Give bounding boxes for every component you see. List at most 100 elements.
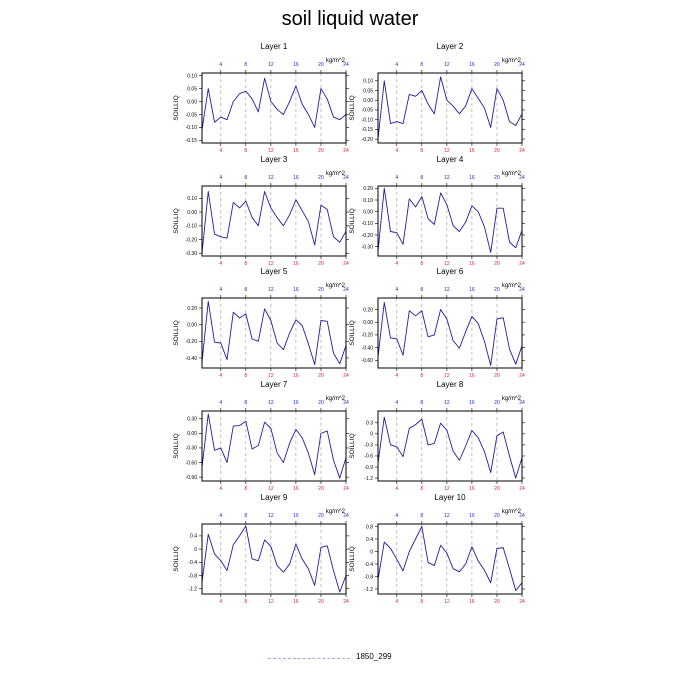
panel-4-ylabel: SOILLIQ xyxy=(349,208,356,233)
panel-1-units: kg/m^2 xyxy=(326,58,346,64)
panel-3-ytick-label: -0.30 xyxy=(186,251,198,257)
panel-2-ylabel: SOILLIQ xyxy=(349,95,356,120)
panel-4-ytick-label: -0.20 xyxy=(362,233,374,239)
panel-7-xtick-label-bottom: 12 xyxy=(268,486,274,492)
panel-5-xtick-label-top: 8 xyxy=(244,287,247,293)
panel-3-ytick-label: 0.00 xyxy=(187,210,197,216)
panel-2-ytick-label: 0.05 xyxy=(363,88,373,94)
panel-7-ylabel: SOILLIQ xyxy=(173,433,180,458)
panel-5-xtick-label-bottom: 12 xyxy=(268,373,274,379)
panel-3-xtick-label-bottom: 20 xyxy=(318,261,324,267)
panel-8-xtick-label-bottom: 12 xyxy=(444,486,450,492)
panel-3-series-line xyxy=(201,191,347,254)
panel-4-xtick-label-top: 24 xyxy=(519,175,525,181)
panel-8-xtick-label-bottom: 24 xyxy=(519,486,525,492)
panel-8: Layer 8 kg/m^2 SOILLIQ 4 4 8 8 12 12 16 16 20 20 24 24… xyxy=(349,380,525,492)
panel-9: Layer 9 kg/m^2 SOILLIQ 4 4 8 8 12 12 16 16 20 20 24 24… xyxy=(173,493,349,605)
panel-3-xtick-label-top: 20 xyxy=(318,175,324,181)
panel-3-xtick-label-top: 16 xyxy=(293,175,299,181)
panel-6-units: kg/m^2 xyxy=(502,283,522,289)
panel-2-ytick-label: -0.15 xyxy=(362,127,374,133)
panel-2-xtick-label-top: 12 xyxy=(444,62,450,68)
panel-1-ytick-label: -0.15 xyxy=(186,138,198,144)
panel-7-frame xyxy=(201,410,347,482)
panel-5-xtick-label-top: 12 xyxy=(268,287,274,293)
panel-7-xtick-label-bottom: 8 xyxy=(244,486,247,492)
panel-9-ytick-label: -1.2 xyxy=(188,587,197,593)
panel-10: Layer 10 kg/m^2 SOILLIQ 4 4 8 8 12 12 16 16 20 20 24 2… xyxy=(349,493,525,605)
panel-9-xtick-label-top: 16 xyxy=(293,513,299,519)
panel-3-xtick-label-top: 24 xyxy=(343,175,349,181)
panel-5-ytick-label: 0.20 xyxy=(187,306,197,312)
panel-3: Layer 3 kg/m^2 SOILLIQ 4 4 8 8 12 12 16 16 20 20 24 24… xyxy=(173,155,349,267)
panel-2-xtick-label-top: 16 xyxy=(469,62,475,68)
panel-3-frame xyxy=(201,185,347,257)
panel-9-ytick-label: 0.4 xyxy=(190,534,197,540)
panel-6-xtick-label-bottom: 16 xyxy=(469,373,475,379)
panel-7-ytick-label: -0.30 xyxy=(186,446,198,452)
panel-9-frame xyxy=(201,523,347,595)
panel-5: Layer 5 kg/m^2 SOILLIQ 4 4 8 8 12 12 16 16 20 20 24 24… xyxy=(173,267,349,379)
panel-9-xtick-label-bottom: 20 xyxy=(318,599,324,605)
panel-9-series-line xyxy=(201,525,347,593)
panel-8-xtick-label-bottom: 16 xyxy=(469,486,475,492)
panel-1: Layer 1 kg/m^2 SOILLIQ 4 4 8 8 12 12 16 16 20 20 24 24… xyxy=(173,42,349,154)
panel-10-xtick-label-top: 16 xyxy=(469,513,475,519)
panel-6-xtick-label-bottom: 12 xyxy=(444,373,450,379)
panel-2-frame xyxy=(377,72,523,144)
panel-2-xtick-label-bottom: 20 xyxy=(494,148,500,154)
panel-1-xtick-label-top: 12 xyxy=(268,62,274,68)
panel-8-xtick-label-bottom: 4 xyxy=(395,486,398,492)
panel-2-xtick-label-top: 24 xyxy=(519,62,525,68)
panel-4-units: kg/m^2 xyxy=(502,171,522,177)
panel-6-xtick-label-top: 4 xyxy=(395,287,398,293)
panel-2-ytick-label: 0.10 xyxy=(363,79,373,85)
panel-9-ytick-label: -0.4 xyxy=(188,560,197,566)
panel-1-xtick-label-top: 8 xyxy=(244,62,247,68)
panel-9-ylabel: SOILLIQ xyxy=(173,546,180,571)
panel-5-title: Layer 5 xyxy=(261,267,288,276)
panel-9-xtick-label-bottom: 24 xyxy=(343,599,349,605)
panel-10-title: Layer 10 xyxy=(434,493,466,502)
panel-5-series-line xyxy=(201,300,347,366)
panel-6-series-line xyxy=(377,302,523,366)
panel-9-title: Layer 9 xyxy=(261,493,288,502)
panel-4-xtick-label-bottom: 12 xyxy=(444,261,450,267)
panel-9-units: kg/m^2 xyxy=(326,509,346,515)
panel-6-xtick-label-top: 16 xyxy=(469,287,475,293)
panel-8-xtick-label-bottom: 20 xyxy=(494,486,500,492)
panel-6-ytick-label: 0.20 xyxy=(363,307,373,313)
panel-4-xtick-label-top: 20 xyxy=(494,175,500,181)
panel-2: Layer 2 kg/m^2 SOILLIQ 4 4 8 8 12 12 16 16 20 20 24 24… xyxy=(349,42,525,154)
panel-10-ytick-label: 0.8 xyxy=(366,524,373,530)
panel-10-xtick-label-bottom: 20 xyxy=(494,599,500,605)
panel-8-ytick-label: -0.9 xyxy=(364,465,373,471)
panel-3-ytick-label: -0.10 xyxy=(186,224,198,230)
panel-8-ytick-label: -0.3 xyxy=(364,443,373,449)
panel-4-xtick-label-bottom: 16 xyxy=(469,261,475,267)
panel-8-series-line xyxy=(377,416,523,479)
panel-10-xtick-label-top: 12 xyxy=(444,513,450,519)
panel-4-xtick-label-top: 16 xyxy=(469,175,475,181)
panel-6-xtick-label-top: 12 xyxy=(444,287,450,293)
panel-6-ytick-label: -0.20 xyxy=(362,333,374,339)
panel-6-xtick-label-bottom: 4 xyxy=(395,373,398,379)
panel-4-frame xyxy=(377,185,523,257)
panel-4-xtick-label-bottom: 8 xyxy=(420,261,423,267)
panel-10-xtick-label-top: 4 xyxy=(395,513,398,519)
panel-9-xtick-label-top: 8 xyxy=(244,513,247,519)
panel-8-ytick-label: -1.2 xyxy=(364,476,373,482)
panel-4: Layer 4 kg/m^2 SOILLIQ 4 4 8 8 12 12 16 16 20 20 24 24… xyxy=(349,155,525,267)
panel-1-series-line xyxy=(201,77,347,131)
panel-1-xtick-label-bottom: 16 xyxy=(293,148,299,154)
panel-3-xtick-label-bottom: 12 xyxy=(268,261,274,267)
panel-1-xtick-label-bottom: 24 xyxy=(343,148,349,154)
panel-2-units: kg/m^2 xyxy=(502,58,522,64)
panel-7-xtick-label-bottom: 20 xyxy=(318,486,324,492)
panel-8-ytick-label: 0.3 xyxy=(366,421,373,427)
panel-6-xtick-label-top: 20 xyxy=(494,287,500,293)
panel-10-xtick-label-bottom: 8 xyxy=(420,599,423,605)
panel-3-ytick-label: 0.10 xyxy=(187,196,197,202)
panel-9-ytick-label: -0.8 xyxy=(188,573,197,579)
